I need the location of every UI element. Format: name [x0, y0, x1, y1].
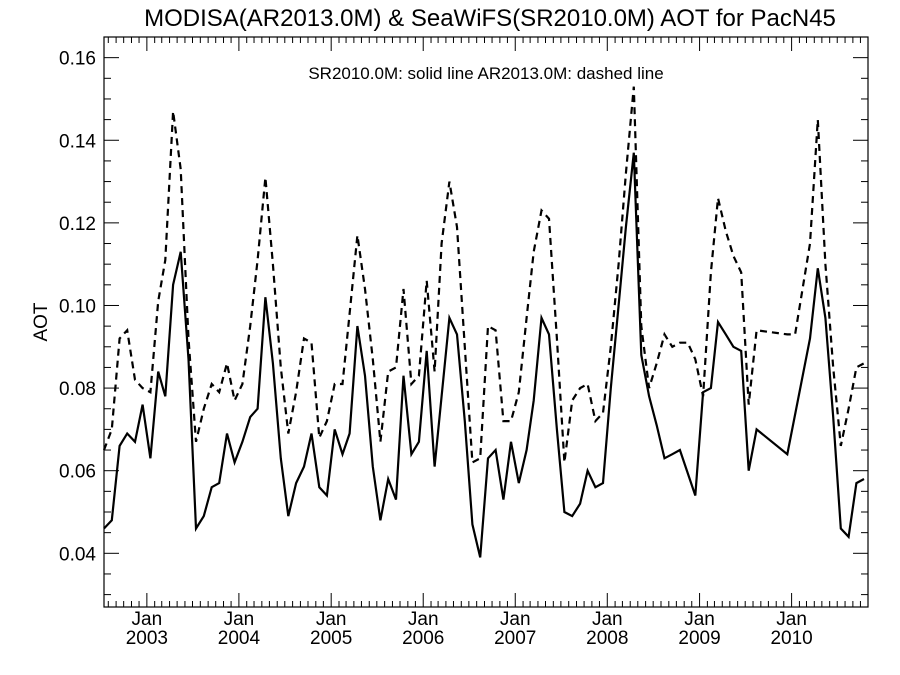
plot-frame	[103, 36, 869, 608]
x-tick-label-year: 2009	[678, 628, 720, 649]
series-line-sr2010-0m	[103, 152, 865, 558]
x-tick-label-year: 2005	[310, 628, 352, 649]
series-legend-annotation: SR2010.0M: solid line AR2013.0M: dashed …	[308, 64, 663, 83]
series-line-ar2013-0m	[102, 86, 865, 465]
x-tick-label-month: Jan	[408, 609, 439, 630]
x-tick-label-month: Jan	[132, 609, 163, 630]
x-tick-label-month: Jan	[776, 609, 807, 630]
y-tick-label: 0.14	[59, 131, 96, 152]
y-tick-label: 0.06	[59, 462, 96, 483]
y-tick-label: 0.04	[59, 544, 96, 565]
x-tick-label-year: 2004	[218, 628, 261, 649]
y-tick-label: 0.08	[59, 379, 96, 400]
chart-title: MODISA(AR2013.0M) & SeaWiFS(SR2010.0M) A…	[144, 5, 836, 32]
y-tick-label: 0.16	[59, 49, 96, 70]
series-layer	[102, 86, 865, 558]
y-tick-label: 0.10	[59, 296, 96, 317]
x-tick-label-year: 2006	[402, 628, 444, 649]
axis-ticks: 0.040.060.080.100.120.140.16Jan2003Jan20…	[59, 36, 868, 649]
x-tick-label-month: Jan	[592, 609, 623, 630]
x-tick-label-year: 2007	[494, 628, 536, 649]
y-tick-label: 0.12	[59, 214, 96, 235]
x-tick-label-month: Jan	[684, 609, 715, 630]
x-tick-label-year: 2003	[126, 628, 168, 649]
x-tick-label-month: Jan	[500, 609, 531, 630]
x-tick-label-year: 2010	[770, 628, 812, 649]
x-tick-label-year: 2008	[586, 628, 628, 649]
y-axis-label: AOT	[31, 302, 52, 341]
x-tick-label-month: Jan	[224, 609, 255, 630]
x-tick-label-month: Jan	[316, 609, 347, 630]
